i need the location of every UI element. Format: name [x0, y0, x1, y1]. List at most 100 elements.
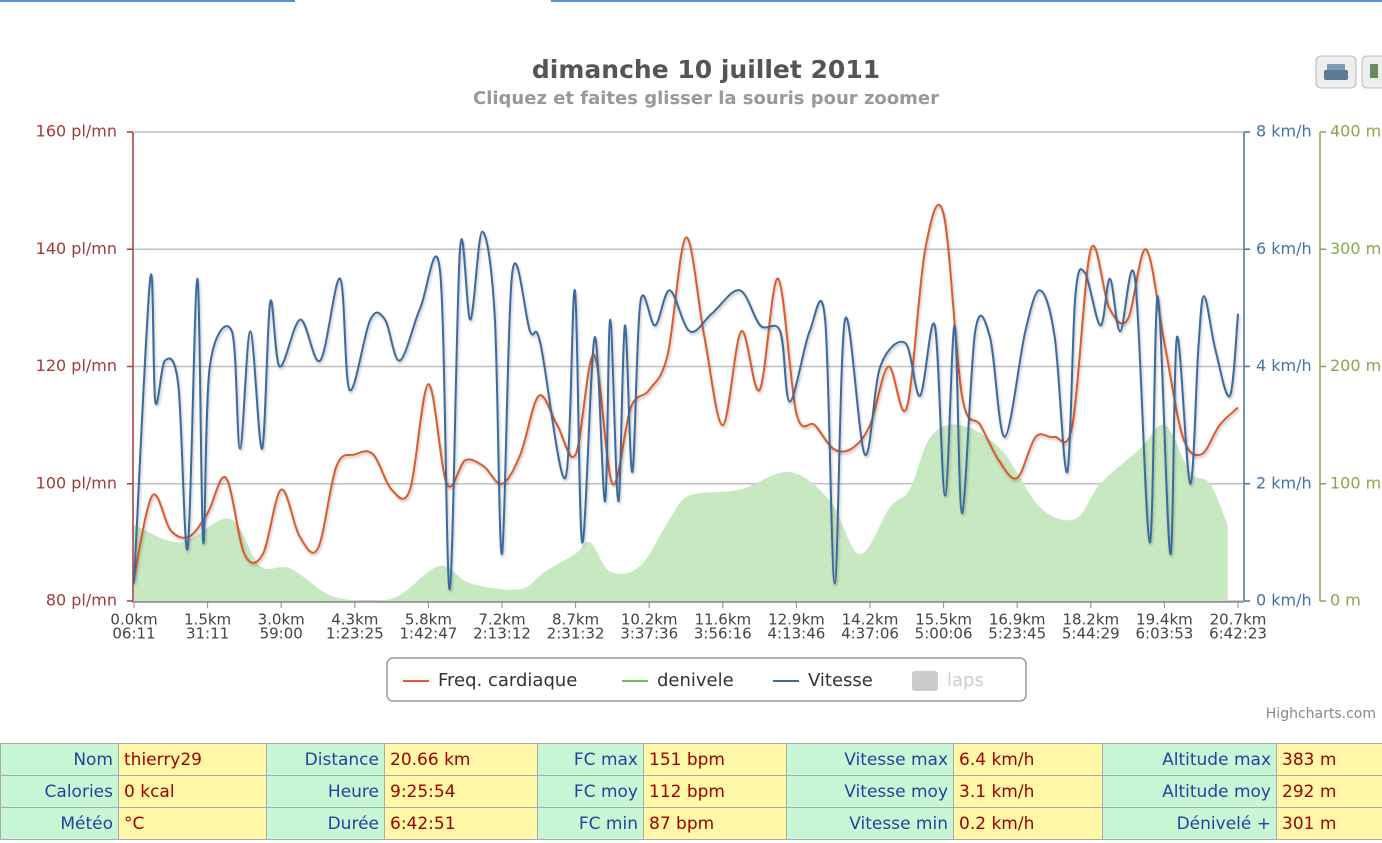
legend-label: Vitesse [808, 670, 873, 691]
x-tick-label: 7.2km [478, 611, 525, 629]
x-tick-label: 4.3km [331, 611, 378, 629]
x-tick-time: 5:23:45 [988, 625, 1046, 643]
y-tick-label: 100 pl/mn [36, 473, 117, 492]
export-button[interactable] [1361, 55, 1382, 89]
y-tick-label: 160 pl/mn [36, 122, 117, 141]
stat-value: 6:42:51 [384, 807, 538, 840]
stat-label: Heure [266, 775, 385, 808]
x-tick-label: 3.0km [258, 611, 305, 629]
stat-value: 292 m [1276, 775, 1382, 808]
x-tick-time: 59:00 [260, 625, 303, 643]
x-tick-time: 06:11 [112, 625, 155, 643]
x-tick-time: 2:13:12 [473, 625, 531, 643]
stat-value: 9:25:54 [384, 775, 538, 808]
line [133, 203, 1239, 578]
stat-value: 20.66 km [384, 743, 538, 776]
legend-label: denivele [657, 670, 734, 691]
y-tick-label: 120 pl/mn [36, 356, 117, 375]
x-tick-label: 12.9km [768, 611, 825, 629]
legend-symbol [912, 671, 938, 691]
stat-value: 6.4 km/h [953, 743, 1103, 776]
x-tick-time: 5:00:06 [915, 625, 973, 643]
x-tick-time: 3:56:16 [694, 625, 752, 643]
x-tick-label: 18.2km [1062, 611, 1119, 629]
stat-label: Altitude max [1102, 743, 1277, 776]
stat-label: Vitesse min [786, 807, 954, 840]
credits[interactable]: Highcharts.com [1266, 706, 1376, 722]
stat-label: Vitesse max [786, 743, 954, 776]
x-tick-label: 20.7km [1210, 611, 1267, 629]
area [134, 424, 1228, 601]
chart-subtitle: Cliquez et faites glisser la souris pour… [473, 88, 939, 109]
stat-value: 301 m [1276, 807, 1382, 840]
x-tick-time: 4:13:46 [767, 625, 825, 643]
legend-label: laps [947, 670, 984, 691]
x-tick-label: 14.2km [842, 611, 899, 629]
stat-label: Distance [266, 743, 385, 776]
stat-value: 0 kcal [118, 775, 267, 808]
stat-label: Altitude moy [1102, 775, 1277, 808]
stat-value: °C [118, 807, 267, 840]
y-tick-label: 300 m [1330, 239, 1381, 258]
legend-box [386, 657, 1027, 702]
legend-item[interactable]: Freq. cardiaque [403, 670, 577, 691]
stat-label: Nom [0, 743, 119, 776]
stat-value: 87 bpm [643, 807, 787, 840]
x-tick-label: 11.6km [694, 611, 751, 629]
x-tick-time: 3:37:36 [620, 625, 678, 643]
y-tick-label: 200 m [1330, 356, 1381, 375]
y-tick-label: 2 km/h [1256, 473, 1312, 492]
stat-value: thierry29 [118, 743, 267, 776]
x-tick-time: 5:44:29 [1062, 625, 1120, 643]
x-tick-time: 6:03:53 [1135, 625, 1193, 643]
x-tick-label: 1.5km [184, 611, 231, 629]
x-tick-label: 0.0km [110, 611, 157, 629]
stat-label: Calories [0, 775, 119, 808]
stat-value: 151 bpm [643, 743, 787, 776]
y-tick-label: 0 km/h [1256, 591, 1312, 610]
stat-value: 383 m [1276, 743, 1382, 776]
y-tick-label: 4 km/h [1256, 356, 1312, 375]
table-row: Calories 0 kcal Heure 9:25:54 FC moy 112 bpm V… [0, 775, 1382, 808]
line [133, 230, 1239, 591]
stat-value: 0.2 km/h [953, 807, 1103, 840]
legend-item[interactable]: laps [912, 670, 984, 691]
legend-label: Freq. cardiaque [438, 670, 577, 691]
stat-label: Météo [0, 807, 119, 840]
stat-value: 112 bpm [643, 775, 787, 808]
x-tick-time: 31:11 [186, 625, 229, 643]
stat-label: FC max [537, 743, 644, 776]
y-tick-label: 80 pl/mn [46, 591, 117, 610]
legend-item[interactable]: denivele [622, 670, 734, 691]
stat-label: FC moy [537, 775, 644, 808]
stats-table: Nom thierry29 Distance 20.66 km FC max 151 bp… [0, 743, 1382, 840]
x-tick-label: 5.8km [405, 611, 452, 629]
x-tick-label: 15.5km [915, 611, 972, 629]
stat-label: Durée [266, 807, 385, 840]
x-tick-label: 10.2km [621, 611, 678, 629]
stat-label: Dénivelé + [1102, 807, 1277, 840]
y-tick-label: 6 km/h [1256, 239, 1312, 258]
x-tick-time: 1:23:25 [326, 625, 384, 643]
x-tick-label: 19.4km [1136, 611, 1193, 629]
x-tick-time: 6:42:23 [1209, 625, 1267, 643]
y-tick-label: 400 m [1330, 122, 1381, 141]
y-tick-label: 8 km/h [1256, 122, 1312, 141]
table-row: Nom thierry29 Distance 20.66 km FC max 151 bp… [0, 743, 1382, 776]
x-tick-time: 1:42:47 [399, 625, 457, 643]
stat-value: 3.1 km/h [953, 775, 1103, 808]
y-tick-label: 100 m [1330, 473, 1381, 492]
legend-item[interactable]: Vitesse [773, 670, 873, 691]
table-row: Météo °C Durée 6:42:51 FC min 87 bpm Vitesse m… [0, 807, 1382, 840]
x-tick-time: 2:31:32 [547, 625, 605, 643]
x-tick-label: 16.9km [989, 611, 1046, 629]
y-tick-label: 140 pl/mn [36, 239, 117, 258]
print-button[interactable] [1315, 55, 1357, 89]
x-tick-time: 4:37:06 [841, 625, 899, 643]
stat-label: Vitesse moy [786, 775, 954, 808]
chart-title: dimanche 10 juillet 2011 [532, 55, 880, 84]
x-tick-label: 8.7km [552, 611, 599, 629]
y-tick-label: 0 m [1330, 591, 1361, 610]
chart: dimanche 10 juillet 2011 Cliquez et fait… [0, 0, 1382, 722]
